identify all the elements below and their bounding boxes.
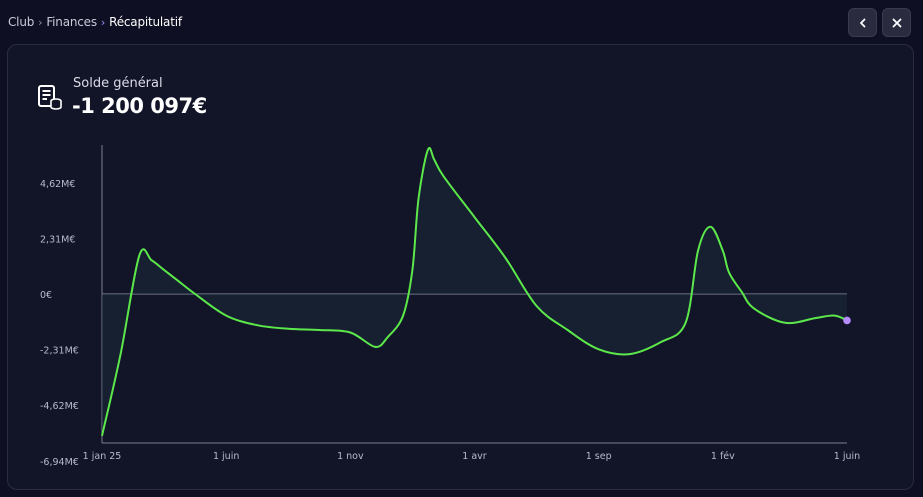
y-tick-label: -2,31M€ — [40, 346, 79, 357]
y-tick-label: -6,94M€ — [40, 457, 79, 468]
y-tick-label: 2,31M€ — [40, 234, 75, 245]
close-button[interactable] — [882, 8, 911, 37]
chevron-right-icon: › — [100, 15, 106, 29]
x-tick-label: 1 avr — [462, 451, 487, 462]
x-tick-label: 1 sep — [586, 451, 612, 462]
series-line — [101, 146, 848, 437]
y-tick-label: -4,62M€ — [40, 401, 79, 412]
close-icon — [892, 18, 901, 27]
breadcrumb-item-finances[interactable]: Finances — [46, 15, 97, 29]
last-point-marker[interactable] — [843, 316, 851, 325]
breadcrumb-item-club[interactable]: Club — [8, 15, 35, 29]
balance-chart: 4,62M€ 2,31M€ 0€ -2,31M€ -4,62M€ -6,94M€ 1 ja… — [40, 145, 860, 468]
x-tick-label: 1 fév — [711, 451, 735, 462]
chevron-right-icon: › — [38, 15, 43, 29]
summary-label: Solde général — [73, 76, 163, 91]
x-tick-label: 1 juin — [834, 451, 860, 462]
breadcrumb-item-current: Récapitulatif — [109, 15, 182, 29]
chevron-left-icon — [859, 18, 865, 27]
breadcrumb: Club › Finances › Récapitulatif — [8, 15, 182, 29]
x-tick-label: 1 juin — [213, 451, 239, 462]
x-tick-label: 1 nov — [337, 451, 364, 462]
back-button[interactable] — [848, 8, 877, 37]
balance-value: -1 200 097€ — [72, 94, 207, 118]
y-tick-label: 0€ — [40, 290, 52, 301]
x-tick-label: 1 jan 25 — [83, 451, 122, 462]
ledger-coins-icon — [38, 85, 62, 110]
y-tick-label: 4,62M€ — [40, 179, 75, 190]
series-area — [102, 147, 847, 436]
summary-panel: Solde général -1 200 097€ 4,62M€ 2,31M€ 0€… — [7, 44, 914, 490]
